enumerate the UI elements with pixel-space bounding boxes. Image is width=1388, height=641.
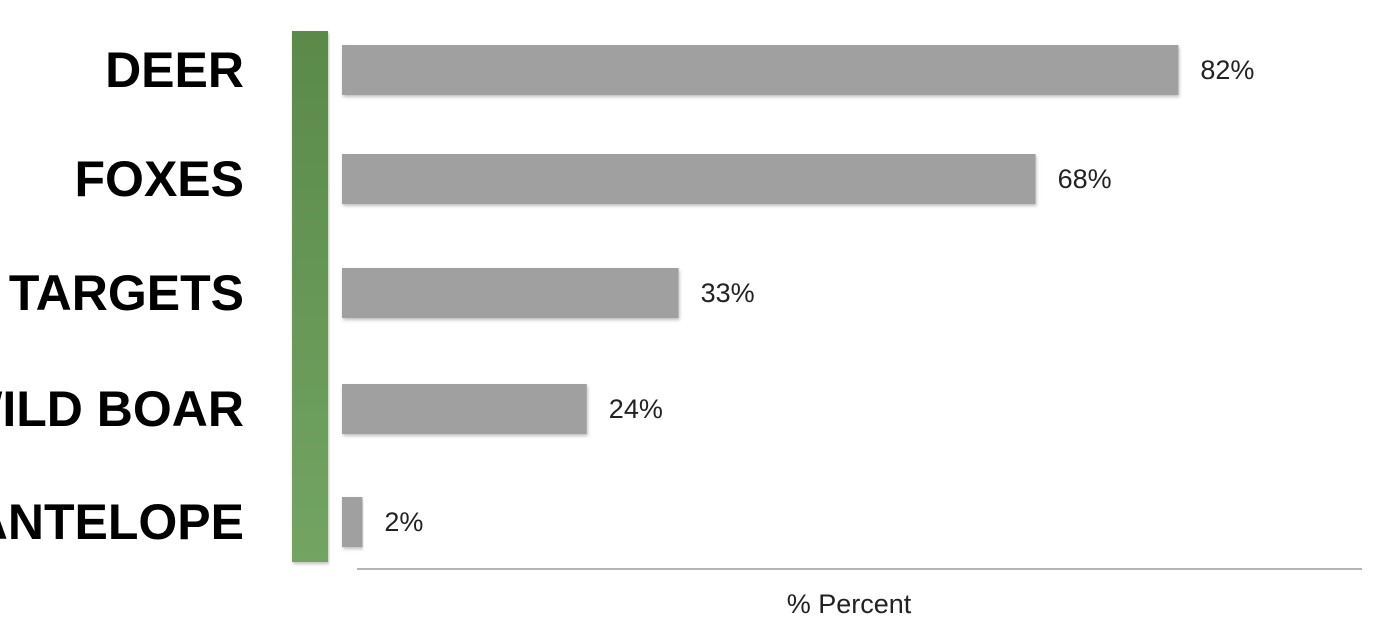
value-label: 2% bbox=[384, 507, 423, 537]
bar bbox=[342, 268, 679, 318]
bar bbox=[342, 45, 1179, 95]
y-axis-band bbox=[292, 31, 328, 562]
value-label: 68% bbox=[1058, 164, 1112, 194]
category-label: DEER bbox=[105, 42, 244, 98]
value-label: 82% bbox=[1200, 55, 1254, 85]
value-label: 24% bbox=[609, 394, 663, 424]
category-label: TARGETS bbox=[9, 265, 244, 321]
category-label: FOXES bbox=[75, 151, 244, 207]
x-axis-title: % Percent bbox=[787, 589, 912, 619]
category-label: WILD BOAR bbox=[0, 381, 244, 437]
bar bbox=[342, 154, 1036, 204]
bars-group: DEER 82% FOXES 68% TARGETS 33% WILD BOAR 24% ANT… bbox=[0, 42, 1254, 550]
value-label: 33% bbox=[701, 278, 755, 308]
category-label: ANTELOPE bbox=[0, 494, 244, 550]
bar bbox=[342, 384, 587, 434]
bar bbox=[342, 497, 363, 547]
